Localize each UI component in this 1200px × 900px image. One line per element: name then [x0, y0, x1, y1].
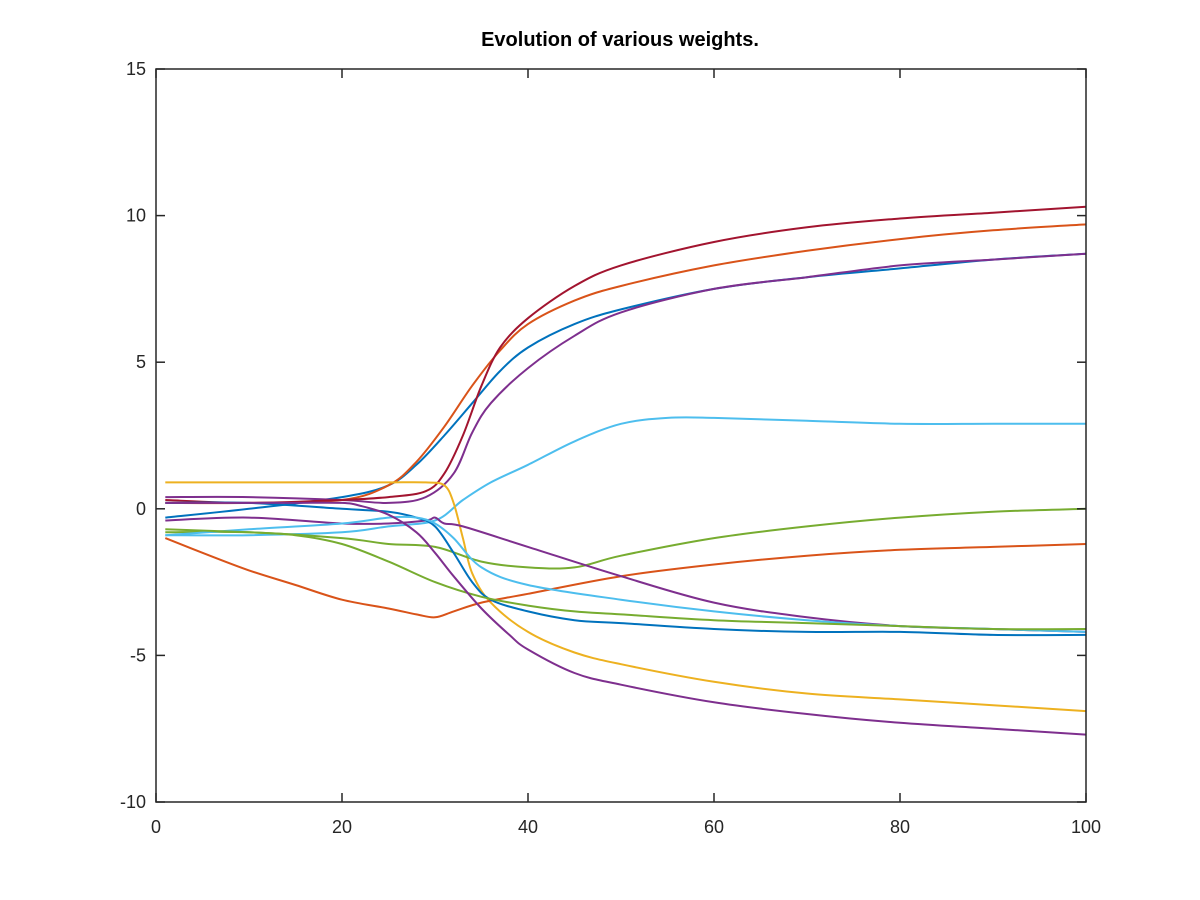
series-line-5 [165, 416, 1086, 537]
series-line-7 [165, 507, 1087, 570]
plot-frame [155, 68, 1087, 803]
series-line-2 [165, 223, 1087, 505]
series-line-3 [165, 252, 1087, 504]
series-line-8 [164, 537, 1087, 619]
x-tick-label-20: 20 [332, 817, 352, 837]
y-tick-label-5: 5 [136, 352, 146, 372]
y-tick-label-10: 10 [126, 206, 146, 226]
y-tick-label-0: 0 [136, 499, 146, 519]
series-line-13 [165, 501, 1087, 736]
y-tick-label--10: -10 [120, 792, 146, 812]
series-layer [164, 205, 1087, 736]
y-tick-label--5: -5 [130, 645, 146, 665]
chart-title: Evolution of various weights. [481, 29, 759, 51]
x-tick-label-100: 100 [1071, 817, 1101, 837]
axis-layer: 0 20 40 60 80 100 -10 -5 0 5 10 15 [120, 59, 1101, 837]
series-line-12 [165, 528, 1087, 631]
series-line-4 [165, 205, 1087, 504]
series-line-1 [165, 252, 1087, 519]
x-tick-label-40: 40 [518, 817, 538, 837]
x-tick-label-60: 60 [704, 817, 724, 837]
x-tick-label-0: 0 [151, 817, 161, 837]
series-line-10 [165, 501, 1087, 637]
plot-area [156, 69, 1086, 802]
y-tick-label-15: 15 [126, 59, 146, 79]
x-tick-label-80: 80 [890, 817, 910, 837]
